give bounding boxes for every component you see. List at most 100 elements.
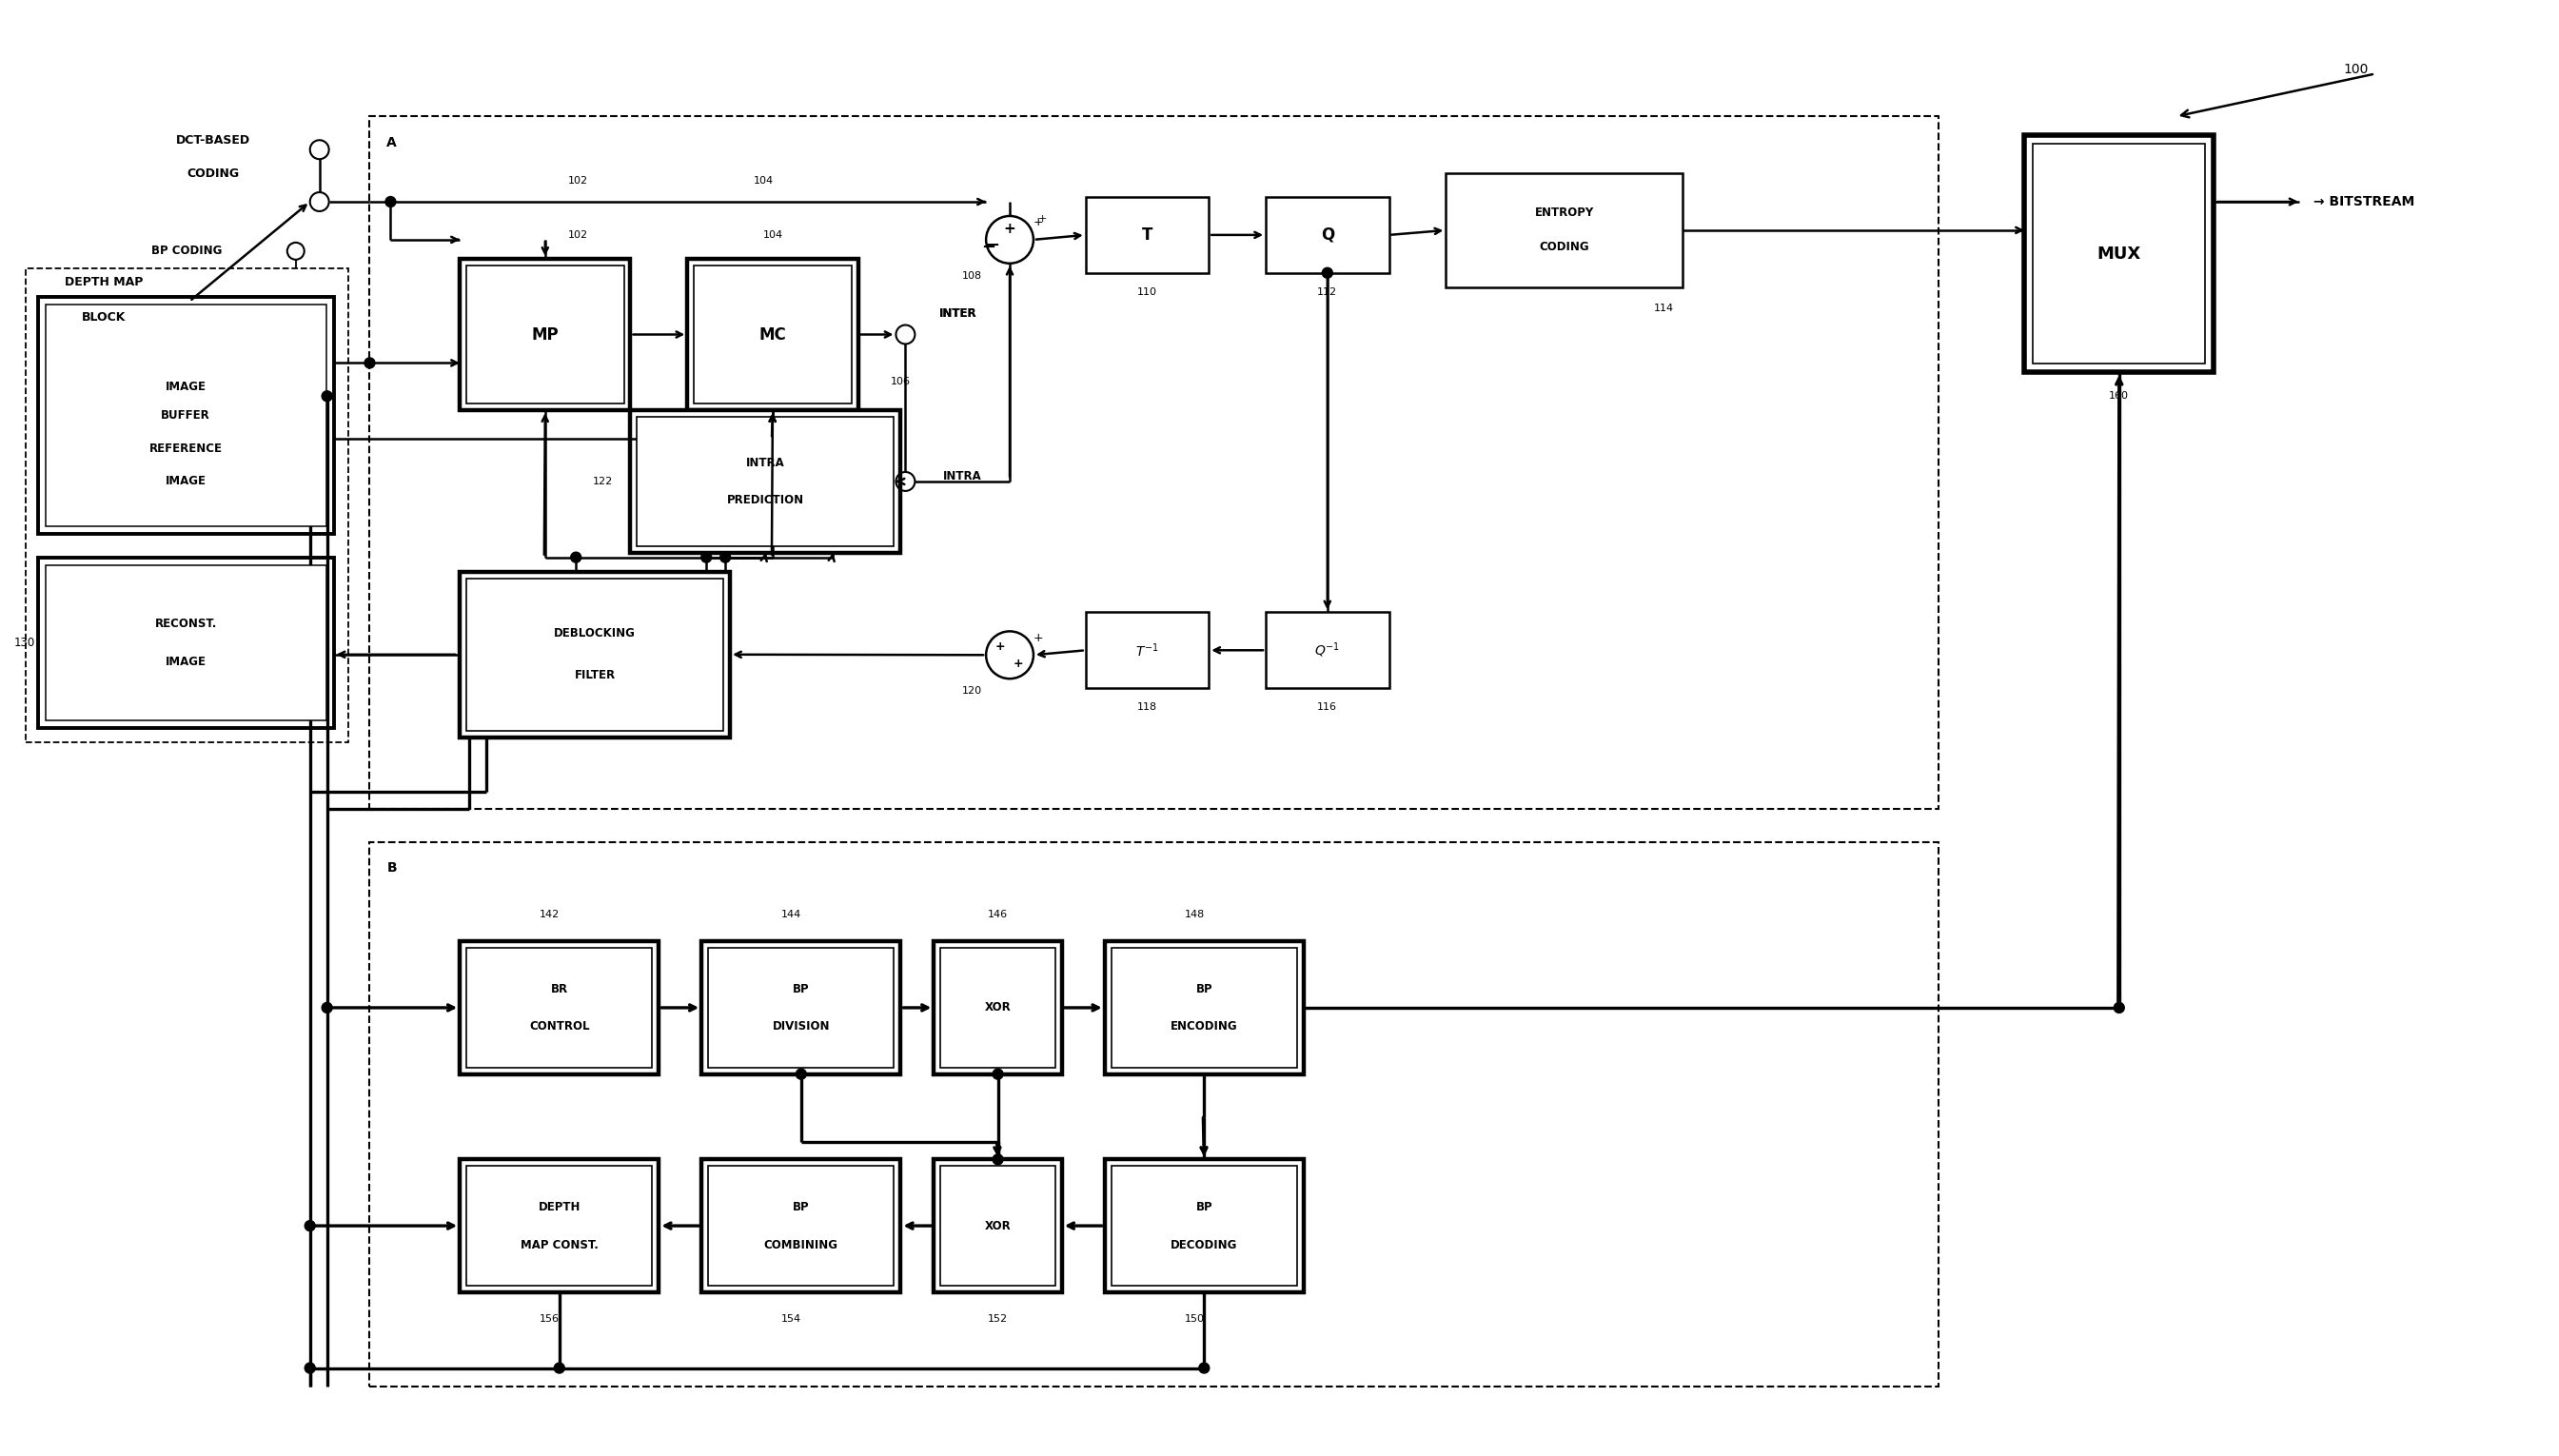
Circle shape: [305, 1363, 315, 1373]
Text: 102: 102: [568, 230, 589, 240]
Text: DEPTH: DEPTH: [537, 1201, 581, 1213]
Bar: [461, 259, 630, 411]
Text: 114: 114: [1653, 303, 1674, 313]
Bar: [942, 1166, 1054, 1286]
Text: → BITSTREAM: → BITSTREAM: [2313, 195, 2416, 208]
Text: BP: BP: [1195, 983, 1213, 994]
Text: 150: 150: [1185, 1313, 1205, 1324]
Text: 120: 120: [962, 686, 983, 696]
Bar: [1111, 1166, 1297, 1286]
Bar: [1105, 942, 1303, 1075]
Text: BP: BP: [1195, 1201, 1213, 1213]
Bar: [461, 572, 729, 738]
Text: 156: 156: [540, 1313, 560, 1324]
Bar: [461, 942, 658, 1075]
Text: 112: 112: [1318, 287, 1338, 297]
Bar: [2024, 135, 2214, 373]
Circle shape: [993, 1069, 1003, 1079]
Bar: [2032, 144, 2206, 364]
Circle shape: [1200, 1363, 1210, 1373]
Circle shape: [701, 552, 711, 562]
Text: PREDICTION: PREDICTION: [727, 494, 804, 507]
Text: BP: BP: [793, 983, 809, 994]
Bar: [1085, 613, 1208, 689]
Bar: [701, 942, 901, 1075]
Text: INTER: INTER: [939, 307, 978, 320]
Text: 160: 160: [2109, 392, 2129, 400]
Circle shape: [363, 358, 376, 368]
Text: ENCODING: ENCODING: [1169, 1021, 1239, 1032]
Bar: [1267, 197, 1390, 272]
Text: $T^{-1}$: $T^{-1}$: [1136, 642, 1159, 660]
Text: XOR: XOR: [985, 1220, 1011, 1232]
Text: IMAGE: IMAGE: [166, 475, 207, 488]
Text: +: +: [995, 641, 1006, 652]
Circle shape: [571, 552, 581, 562]
Text: INTRA: INTRA: [747, 456, 786, 469]
Circle shape: [305, 1220, 315, 1230]
Text: DIVISION: DIVISION: [773, 1021, 829, 1032]
Circle shape: [555, 1363, 566, 1373]
Bar: [38, 297, 333, 533]
Text: 122: 122: [594, 476, 614, 486]
Bar: [466, 948, 653, 1067]
Text: IMAGE: IMAGE: [166, 380, 207, 393]
Text: +: +: [1003, 223, 1016, 236]
Text: INTRA: INTRA: [942, 470, 983, 483]
Text: 106: 106: [891, 377, 911, 387]
Bar: [26, 268, 348, 743]
Bar: [46, 565, 325, 721]
Bar: [466, 578, 724, 731]
Text: COMBINING: COMBINING: [765, 1239, 839, 1251]
Text: 154: 154: [780, 1313, 801, 1324]
Text: CONTROL: CONTROL: [530, 1021, 589, 1032]
Text: $Q^{-1}$: $Q^{-1}$: [1315, 641, 1341, 660]
Circle shape: [322, 390, 333, 402]
Text: −: −: [985, 237, 1001, 253]
Bar: [368, 842, 1940, 1388]
Text: 100: 100: [2344, 63, 2370, 76]
Text: MP: MP: [532, 326, 558, 344]
Text: IMAGE: IMAGE: [166, 655, 207, 668]
Text: 108: 108: [962, 271, 983, 281]
Text: RECONST.: RECONST.: [154, 617, 218, 630]
Text: DCT-BASED: DCT-BASED: [177, 134, 251, 146]
Bar: [46, 304, 325, 526]
Text: 146: 146: [988, 910, 1008, 920]
Text: ENTROPY: ENTROPY: [1535, 207, 1594, 220]
Bar: [1446, 173, 1684, 287]
Circle shape: [1323, 268, 1333, 278]
Bar: [1267, 613, 1390, 689]
Text: +: +: [1013, 657, 1024, 670]
Text: 142: 142: [540, 910, 560, 920]
Circle shape: [386, 197, 397, 207]
Bar: [701, 1159, 901, 1291]
Circle shape: [322, 1003, 333, 1013]
Text: A: A: [386, 137, 397, 150]
Bar: [688, 259, 857, 411]
Text: +: +: [1034, 217, 1044, 229]
Text: DECODING: DECODING: [1169, 1239, 1239, 1251]
Text: 130: 130: [15, 636, 36, 649]
Bar: [368, 116, 1940, 808]
Circle shape: [985, 215, 1034, 264]
Text: MUX: MUX: [2098, 246, 2142, 262]
Circle shape: [796, 1069, 806, 1079]
Text: BUFFER: BUFFER: [161, 409, 210, 421]
Text: 102: 102: [568, 176, 589, 186]
Text: FILTER: FILTER: [573, 670, 614, 681]
Text: 144: 144: [780, 910, 801, 920]
Bar: [1105, 1159, 1303, 1291]
Text: 152: 152: [988, 1313, 1008, 1324]
Bar: [637, 416, 893, 546]
Text: BR: BR: [550, 983, 568, 994]
Circle shape: [719, 552, 729, 562]
Text: CODING: CODING: [187, 167, 241, 179]
Text: −: −: [983, 239, 995, 256]
Bar: [709, 948, 893, 1067]
Text: XOR: XOR: [985, 1002, 1011, 1013]
Bar: [466, 1166, 653, 1286]
Bar: [709, 1166, 893, 1286]
Bar: [1111, 948, 1297, 1067]
Text: +: +: [1034, 632, 1044, 644]
